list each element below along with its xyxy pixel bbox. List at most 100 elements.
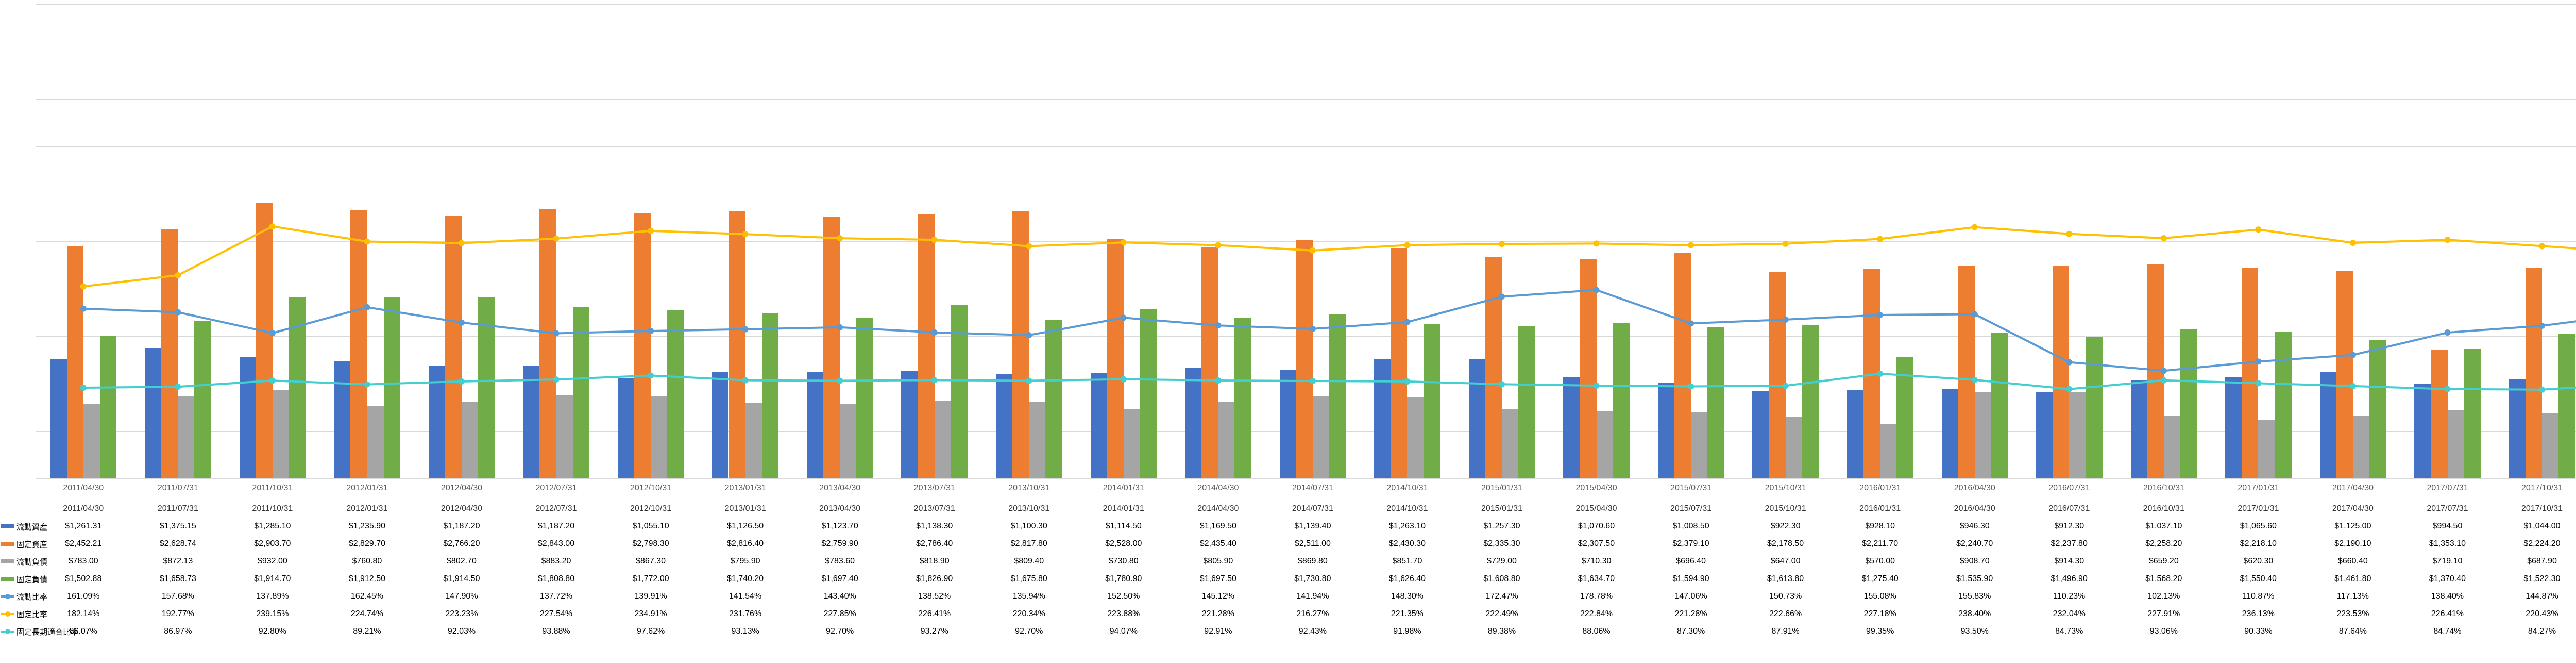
marker-current_ratio	[742, 326, 749, 333]
table-cell: 93.06%	[2116, 627, 2211, 636]
table-cell: $620.30	[2211, 557, 2306, 566]
marker-current_ratio	[2350, 352, 2356, 358]
table-cell: $908.70	[1927, 557, 2022, 566]
chart-area: 2011/04/302011/07/312011/10/312012/01/31…	[36, 4, 2576, 494]
table-cell: $2,190.10	[2306, 539, 2400, 549]
marker-fixed_lt_ratio	[1215, 377, 1221, 384]
x-category: 2016/01/31	[1834, 484, 1926, 493]
table-cell: $2,816.40	[698, 539, 793, 549]
marker-fixed_ratio	[459, 240, 465, 246]
table-cell: $1,100.30	[981, 522, 1076, 531]
table-cell: 144.87%	[2495, 592, 2576, 601]
table-cell: 137.89%	[225, 592, 320, 601]
table-header-cell: 2013/10/31	[981, 504, 1076, 513]
table-cell: 148.30%	[1360, 592, 1455, 601]
table-cell: $869.80	[1265, 557, 1360, 566]
marker-fixed_lt_ratio	[2161, 377, 2167, 384]
table-cell: 227.18%	[1833, 609, 1927, 619]
table-cell: 93.27%	[887, 627, 982, 636]
table-header-cell: 2014/07/31	[1265, 504, 1360, 513]
table-header-cell: 2012/10/31	[603, 504, 698, 513]
table-cell: $928.10	[1833, 522, 1927, 531]
marker-fixed_lt_ratio	[364, 382, 370, 388]
table-cell: 220.34%	[981, 609, 1076, 619]
table-cell: 93.13%	[698, 627, 793, 636]
table-cell: $1,235.90	[320, 522, 415, 531]
table-cell: 138.40%	[2400, 592, 2495, 601]
table-cell: $647.00	[1738, 557, 1833, 566]
marker-current_ratio	[175, 309, 181, 316]
table-cell: 221.35%	[1360, 609, 1455, 619]
table-cell: $687.90	[2495, 557, 2576, 566]
table-cell: 90.33%	[2211, 627, 2306, 636]
table-cell: $994.50	[2400, 522, 2495, 531]
table-cell: 238.40%	[1927, 609, 2022, 619]
table-cell: $719.10	[2400, 557, 2495, 566]
table-cell: $2,211.70	[1833, 539, 1927, 549]
marker-fixed_lt_ratio	[1310, 378, 1316, 384]
marker-fixed_ratio	[80, 284, 87, 290]
table-cell: 139.91%	[603, 592, 698, 601]
x-category: 2015/10/31	[1739, 484, 1832, 493]
x-category: 2016/04/30	[1928, 484, 2021, 493]
table-cell: $2,430.30	[1360, 539, 1455, 549]
marker-fixed_lt_ratio	[1026, 377, 1032, 384]
table-cell: 227.91%	[2116, 609, 2211, 619]
table-cell: $1,780.90	[1076, 574, 1171, 584]
table-cell: $2,628.74	[131, 539, 226, 549]
marker-current_ratio	[1877, 312, 1883, 318]
table-cell: 89.21%	[320, 627, 415, 636]
table-cell: $1,502.88	[36, 574, 131, 584]
plot-area: 2011/04/302011/07/312011/10/312012/01/31…	[36, 4, 2576, 478]
x-category: 2016/07/31	[2023, 484, 2115, 493]
table-cell: $1,568.20	[2116, 574, 2211, 584]
table-header-cell: 2013/01/31	[698, 504, 793, 513]
table-cell: $729.00	[1454, 557, 1549, 566]
table-cell: $2,178.50	[1738, 539, 1833, 549]
table-cell: $1,740.20	[698, 574, 793, 584]
table-header-cell: 2015/04/30	[1549, 504, 1644, 513]
table-cell: 220.43%	[2495, 609, 2576, 619]
table-cell: $1,285.10	[225, 522, 320, 531]
marker-fixed_ratio	[1594, 240, 1600, 246]
marker-fixed_ratio	[269, 223, 276, 229]
table-cell: 155.08%	[1833, 592, 1927, 601]
table-header-cell: 2014/01/31	[1076, 504, 1171, 513]
table-cell: $1,169.50	[1171, 522, 1266, 531]
marker-fixed_ratio	[175, 272, 181, 278]
table-cell: $1,535.90	[1927, 574, 2022, 584]
marker-fixed_lt_ratio	[1121, 376, 1127, 383]
table-cell: 102.13%	[2116, 592, 2211, 601]
table-cell: $2,218.10	[2211, 539, 2306, 549]
table-cell: $1,008.50	[1643, 522, 1738, 531]
table-cell: 224.74%	[320, 609, 415, 619]
x-category: 2013/07/31	[888, 484, 981, 493]
marker-fixed_ratio	[931, 237, 938, 243]
marker-fixed_ratio	[364, 239, 370, 245]
line-fixed_ratio	[83, 61, 2576, 286]
marker-fixed_ratio	[553, 236, 560, 242]
table-cell: 239.15%	[225, 609, 320, 619]
line-fixed_lt_ratio	[83, 286, 2576, 390]
table-header-cell: 2017/07/31	[2400, 504, 2495, 513]
table-cell: $1,658.73	[131, 574, 226, 584]
marker-current_ratio	[1215, 322, 1221, 328]
table-cell: $818.90	[887, 557, 982, 566]
table-header-cell: 2016/01/31	[1833, 504, 1927, 513]
table-cell: $710.30	[1549, 557, 1644, 566]
table-cell: 135.94%	[981, 592, 1076, 601]
table-cell: $1,697.50	[1171, 574, 1266, 584]
chart-container: 2011/04/302011/07/312011/10/312012/01/31…	[0, 0, 2576, 663]
table-cell: $1,522.30	[2495, 574, 2576, 584]
table-cell: $2,435.40	[1171, 539, 1266, 549]
table-cell: 221.28%	[1171, 609, 1266, 619]
line-swatch-icon	[1, 631, 14, 633]
table-cell: 223.53%	[2306, 609, 2400, 619]
table-cell: $1,730.80	[1265, 574, 1360, 584]
marker-fixed_ratio	[2445, 237, 2451, 243]
table-header-cell: 2012/01/31	[320, 504, 415, 513]
marker-current_ratio	[553, 330, 560, 336]
marker-fixed_ratio	[2539, 243, 2545, 249]
table-cell: 161.09%	[36, 592, 131, 601]
table-cell: $1,065.60	[2211, 522, 2306, 531]
